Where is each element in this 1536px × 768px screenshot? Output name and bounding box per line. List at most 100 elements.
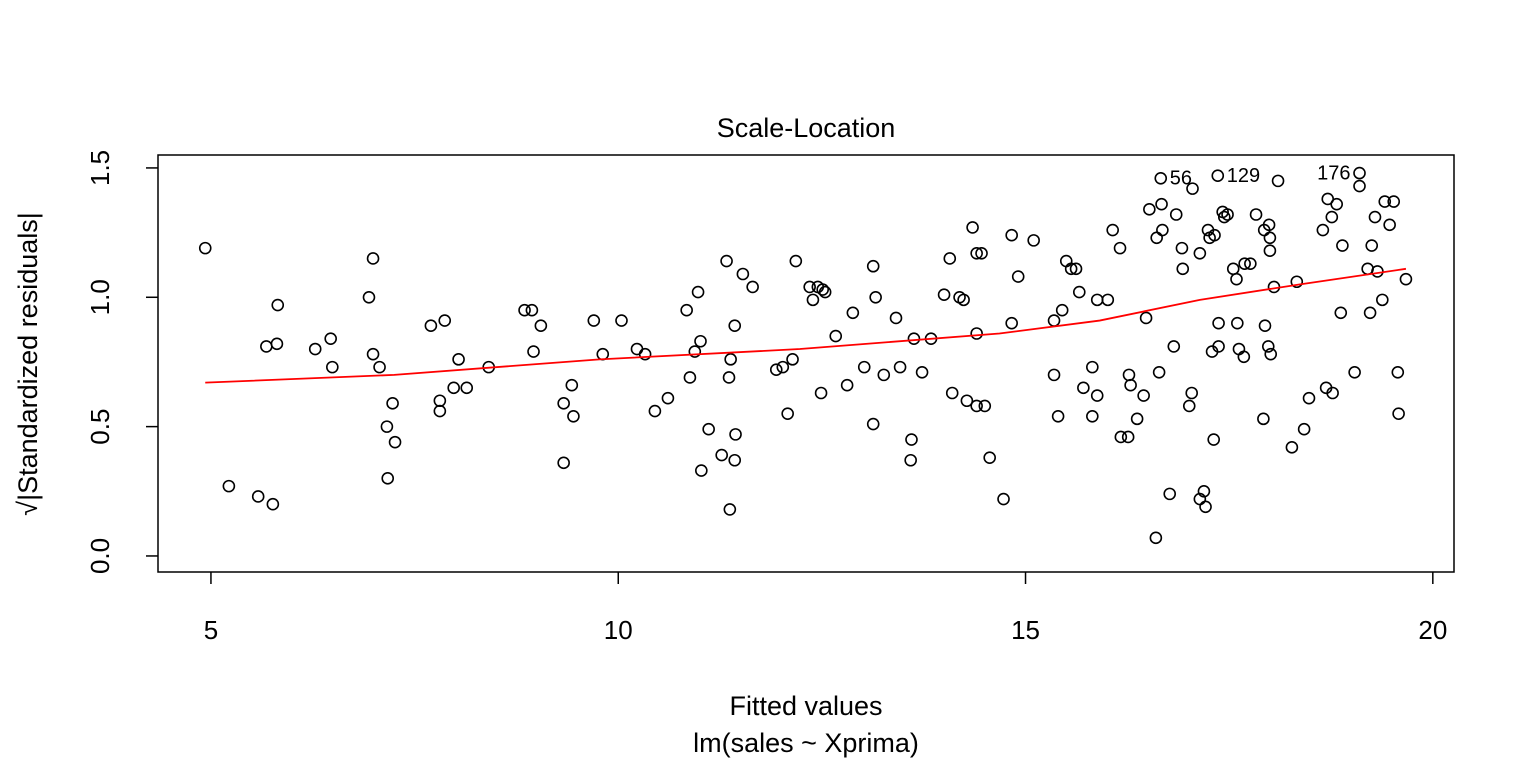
point <box>1211 169 1225 182</box>
point <box>1176 262 1190 276</box>
point <box>366 252 380 265</box>
point <box>525 303 539 317</box>
point <box>1249 208 1263 221</box>
point <box>1101 293 1115 307</box>
point <box>1376 293 1389 307</box>
point <box>1193 247 1207 260</box>
point-label: 129 <box>1227 165 1260 187</box>
point <box>728 319 742 333</box>
point <box>433 404 447 418</box>
point <box>1086 360 1099 374</box>
point <box>723 503 737 516</box>
smooth-line <box>205 267 1407 384</box>
point <box>381 472 395 485</box>
y-axis-label: √|Standardized residuals| <box>13 212 43 516</box>
point <box>1264 347 1278 361</box>
point <box>857 360 871 374</box>
point <box>1257 412 1270 426</box>
point <box>1149 531 1163 545</box>
point <box>1175 241 1189 255</box>
point <box>1212 340 1225 353</box>
point <box>1297 422 1311 436</box>
point <box>978 399 992 413</box>
point <box>1155 197 1168 211</box>
point <box>1212 316 1225 330</box>
point <box>688 345 702 358</box>
point <box>1055 303 1069 317</box>
point <box>1169 208 1183 221</box>
point <box>1027 234 1040 247</box>
point <box>1263 231 1277 245</box>
point <box>557 397 570 410</box>
point <box>1302 391 1316 405</box>
point <box>1072 285 1086 299</box>
point <box>447 381 460 395</box>
point <box>1387 195 1401 208</box>
point <box>957 293 970 307</box>
point <box>1285 441 1299 454</box>
point <box>198 241 212 255</box>
point <box>567 409 580 423</box>
point <box>534 319 548 333</box>
point <box>816 283 829 296</box>
point <box>818 285 832 299</box>
point <box>324 332 337 345</box>
point <box>527 345 540 358</box>
point <box>1069 262 1083 276</box>
point <box>789 254 803 268</box>
point <box>1106 223 1119 237</box>
point <box>386 397 399 410</box>
point <box>1113 241 1127 255</box>
point <box>769 363 783 377</box>
point <box>1090 389 1104 402</box>
point <box>905 433 918 446</box>
point <box>373 360 386 374</box>
point <box>1156 223 1169 237</box>
point <box>1152 365 1166 379</box>
point <box>1143 203 1156 216</box>
point <box>362 290 376 304</box>
point <box>943 252 957 265</box>
point <box>638 347 652 361</box>
point <box>728 453 742 467</box>
point <box>366 347 380 361</box>
point <box>746 280 759 294</box>
y-tick-label: 0.5 <box>85 409 115 445</box>
point <box>1005 228 1018 242</box>
point <box>424 319 438 333</box>
point <box>1130 412 1144 426</box>
point <box>1121 430 1135 444</box>
point <box>1365 239 1379 252</box>
point <box>729 428 742 441</box>
x-tick-label: 20 <box>1418 615 1447 645</box>
point <box>1363 306 1377 320</box>
point <box>866 259 880 273</box>
point <box>380 420 394 433</box>
x-tick-label: 5 <box>204 615 218 645</box>
point <box>1114 430 1128 444</box>
point <box>1263 244 1277 258</box>
point <box>1368 210 1382 224</box>
point <box>1262 218 1276 232</box>
point <box>388 435 402 449</box>
point <box>680 303 693 317</box>
point <box>587 314 601 327</box>
point <box>786 353 799 366</box>
point <box>270 337 284 351</box>
point <box>1261 340 1275 353</box>
point <box>806 293 820 307</box>
point <box>460 381 474 395</box>
x-axis-label: Fitted values <box>729 691 882 721</box>
point <box>326 360 339 374</box>
point <box>1316 223 1330 237</box>
point <box>893 360 907 374</box>
point <box>1336 239 1349 252</box>
point <box>1325 210 1339 224</box>
point <box>829 329 843 343</box>
plot-frame <box>157 154 1455 573</box>
point <box>308 342 322 356</box>
point <box>615 314 628 327</box>
point <box>251 490 265 503</box>
